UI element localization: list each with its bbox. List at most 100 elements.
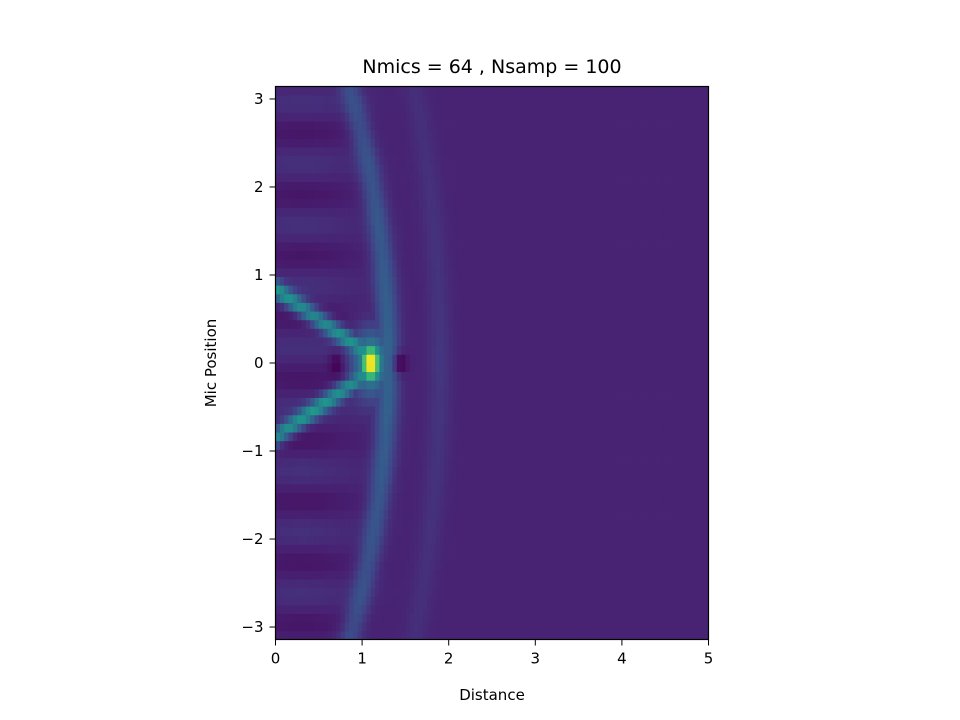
heatmap-cell (362, 570, 367, 580)
heatmap-cell (552, 630, 558, 640)
heatmap-cell (340, 535, 346, 545)
heatmap-cell (587, 509, 592, 519)
heatmap-cell (504, 276, 510, 286)
heatmap-cell (513, 285, 519, 295)
heatmap-cell (591, 363, 597, 373)
heatmap-cell (288, 509, 294, 519)
heatmap-cell (595, 285, 601, 295)
heatmap-cell (522, 458, 528, 468)
heatmap-cell (565, 293, 571, 303)
heatmap-cell (504, 535, 510, 545)
heatmap-cell (362, 397, 367, 407)
heatmap-cell (297, 406, 302, 416)
heatmap-cell (613, 406, 618, 416)
heatmap-cell (405, 527, 411, 537)
heatmap-cell (548, 509, 554, 519)
heatmap-cell (513, 630, 519, 640)
heatmap-cell (565, 518, 571, 528)
heatmap-cell (561, 207, 567, 217)
heatmap-cell (474, 518, 480, 528)
heatmap-cell (388, 319, 393, 329)
heatmap-cell (600, 483, 605, 494)
heatmap-cell (639, 285, 644, 295)
heatmap-cell (466, 216, 471, 226)
heatmap-cell (323, 276, 328, 286)
heatmap-cell (336, 458, 341, 468)
heatmap-cell (323, 380, 328, 390)
heatmap-cell (617, 216, 623, 226)
heatmap-cell (682, 311, 688, 321)
heatmap-cell (539, 579, 545, 589)
heatmap-cell (483, 475, 489, 485)
heatmap-cell (565, 207, 571, 217)
heatmap-cell (418, 328, 424, 338)
heatmap-cell (630, 354, 636, 364)
heatmap-cell (582, 535, 588, 545)
heatmap-cell (318, 579, 324, 589)
heatmap-cell (487, 242, 493, 252)
heatmap-cell (349, 579, 354, 589)
heatmap-cell (427, 363, 432, 373)
heatmap-cell (600, 449, 605, 459)
heatmap-cell (323, 216, 328, 226)
heatmap-cell (595, 458, 601, 468)
heatmap-cell (327, 233, 333, 243)
heatmap-cell (630, 259, 636, 269)
heatmap-cell (422, 535, 428, 545)
heatmap-cell (647, 276, 653, 286)
heatmap-cell (578, 207, 584, 217)
heatmap-cell (509, 630, 515, 640)
heatmap-cell (669, 579, 675, 589)
heatmap-cell (565, 259, 571, 269)
heatmap-cell (440, 604, 445, 614)
heatmap-cell (422, 501, 428, 511)
heatmap-cell (444, 432, 450, 442)
heatmap-cell (569, 483, 575, 494)
heatmap-cell (526, 561, 532, 571)
heatmap-cell (591, 449, 597, 459)
heatmap-cell (431, 483, 437, 494)
heatmap-cell (474, 259, 480, 269)
heatmap-cell (388, 527, 393, 537)
heatmap-cell (626, 371, 631, 381)
heatmap-cell (504, 388, 510, 398)
heatmap-cell (318, 216, 324, 226)
heatmap-cell (284, 570, 289, 580)
heatmap-cell (427, 475, 432, 485)
heatmap-cell (665, 509, 670, 519)
heatmap-cell (318, 535, 324, 545)
heatmap-cell (305, 458, 311, 468)
heatmap-cell (470, 475, 476, 485)
heatmap-cell (422, 561, 428, 571)
heatmap-cell (314, 432, 320, 442)
heatmap-cell (699, 527, 705, 537)
heatmap-cell (608, 432, 614, 442)
heatmap-cell (591, 622, 597, 632)
heatmap-cell (565, 388, 571, 398)
heatmap-cell (699, 440, 705, 450)
heatmap-cell (470, 553, 476, 563)
heatmap-cell (652, 518, 657, 528)
heatmap-cell (431, 354, 437, 364)
heatmap-cell (626, 535, 631, 545)
heatmap-cell (422, 483, 428, 494)
heatmap-cell (418, 587, 424, 597)
heatmap-cell (522, 250, 528, 260)
heatmap-cell (444, 207, 450, 217)
heatmap-cell (509, 613, 515, 623)
heatmap-cell (314, 509, 320, 519)
heatmap-cell (418, 561, 424, 571)
heatmap-cell (565, 449, 571, 459)
heatmap-cell (686, 501, 692, 511)
heatmap-cell (470, 414, 476, 424)
heatmap-cell (660, 328, 666, 338)
heatmap-cell (279, 466, 285, 476)
heatmap-cell (513, 432, 519, 442)
heatmap-cell (414, 579, 419, 589)
heatmap-cell (496, 553, 502, 563)
heatmap-cell (383, 337, 389, 347)
heatmap-cell (686, 475, 692, 485)
heatmap-cell (427, 544, 432, 554)
heatmap-cell (665, 535, 670, 545)
heatmap-cell (292, 397, 298, 407)
